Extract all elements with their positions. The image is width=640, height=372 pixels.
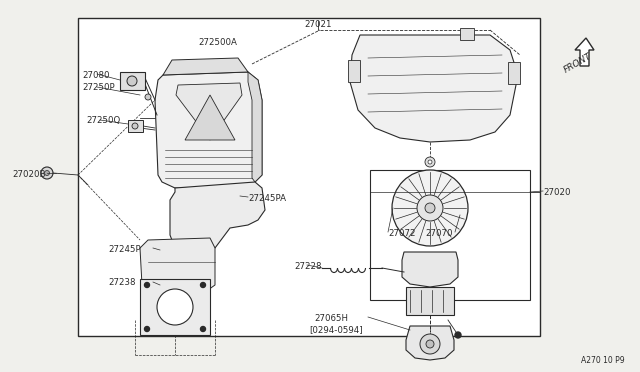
- Circle shape: [145, 94, 151, 100]
- Circle shape: [157, 289, 193, 325]
- Circle shape: [132, 123, 138, 129]
- Bar: [120, 72, 145, 90]
- Text: 27245PA: 27245PA: [248, 194, 286, 203]
- Polygon shape: [575, 38, 594, 66]
- Bar: [128, 120, 143, 132]
- Text: 27250Q: 27250Q: [86, 116, 120, 125]
- Bar: [460, 28, 474, 40]
- Bar: [140, 279, 210, 335]
- Text: A270 10 P9: A270 10 P9: [581, 356, 625, 365]
- Polygon shape: [170, 182, 265, 255]
- Circle shape: [426, 340, 434, 348]
- Circle shape: [428, 160, 432, 164]
- Text: 27250P: 27250P: [82, 83, 115, 92]
- Text: 27072: 27072: [388, 229, 415, 238]
- Text: [0294-0594]: [0294-0594]: [309, 325, 363, 334]
- Text: 27021: 27021: [304, 20, 332, 29]
- Text: 272500A: 272500A: [198, 38, 237, 47]
- Circle shape: [145, 327, 150, 331]
- Polygon shape: [185, 95, 235, 140]
- Text: 27070: 27070: [425, 229, 452, 238]
- Polygon shape: [402, 252, 458, 287]
- Text: 27080: 27080: [82, 71, 109, 80]
- Polygon shape: [140, 238, 215, 290]
- Polygon shape: [248, 72, 262, 182]
- Bar: [508, 62, 520, 84]
- Circle shape: [392, 170, 468, 246]
- Circle shape: [45, 170, 49, 176]
- Text: 27245P: 27245P: [108, 245, 141, 254]
- Circle shape: [200, 327, 205, 331]
- Polygon shape: [406, 326, 454, 360]
- Text: 27020B: 27020B: [12, 170, 45, 179]
- Bar: [348, 60, 360, 82]
- Circle shape: [455, 332, 461, 338]
- Polygon shape: [176, 83, 242, 140]
- Circle shape: [41, 167, 53, 179]
- Circle shape: [200, 282, 205, 288]
- Circle shape: [425, 203, 435, 213]
- Circle shape: [420, 334, 440, 354]
- Text: 27238: 27238: [108, 278, 136, 287]
- Text: FRONT: FRONT: [562, 52, 593, 75]
- Bar: [370, 170, 530, 300]
- Polygon shape: [350, 35, 518, 142]
- Circle shape: [417, 195, 443, 221]
- Text: 27228: 27228: [294, 262, 321, 271]
- Bar: [406, 287, 454, 315]
- Polygon shape: [155, 72, 262, 188]
- Circle shape: [425, 157, 435, 167]
- Circle shape: [127, 76, 137, 86]
- Polygon shape: [163, 58, 248, 75]
- Text: 27020: 27020: [543, 188, 570, 197]
- Text: 27065H: 27065H: [314, 314, 348, 323]
- Circle shape: [145, 282, 150, 288]
- Bar: [78, 18, 540, 336]
